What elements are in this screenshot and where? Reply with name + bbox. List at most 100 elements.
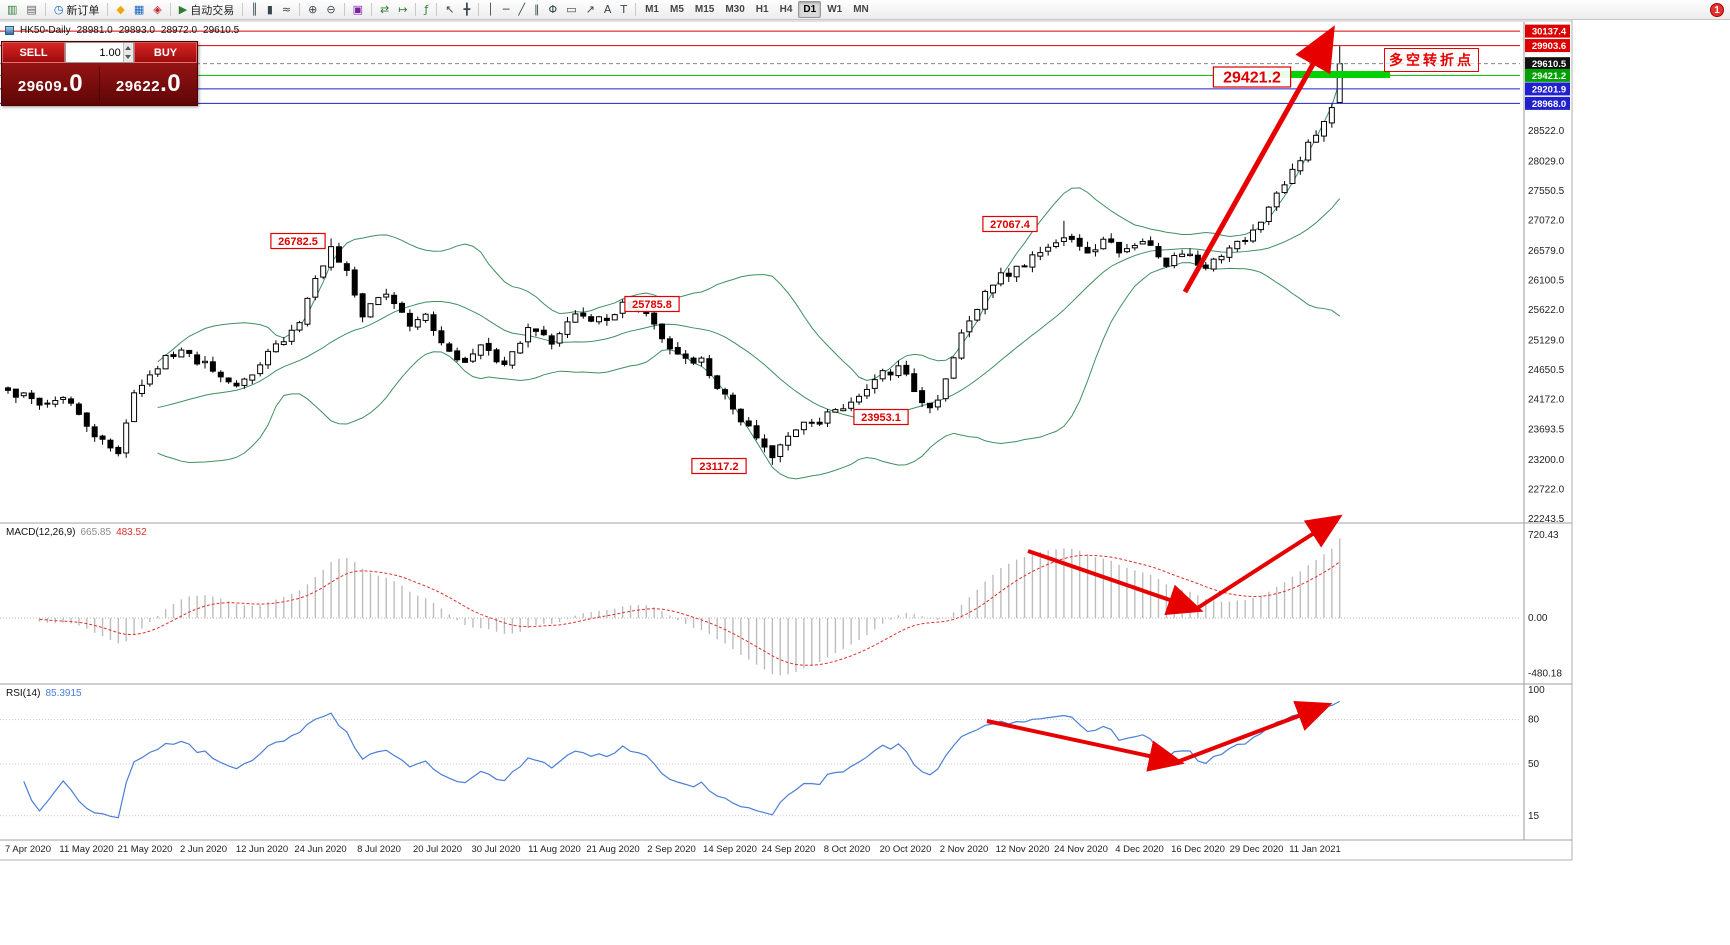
support-highlight-bar[interactable] (1268, 71, 1390, 78)
volume-decrease-button[interactable] (123, 52, 133, 62)
price-callout-box[interactable] (1212, 66, 1292, 88)
bollinger-middle-band (157, 198, 1341, 420)
cursor-icon[interactable]: ↖ (441, 1, 458, 18)
shapes-icon[interactable]: ▭ (562, 1, 580, 18)
terminal-icon-glyph: ▦ (133, 3, 145, 16)
trend-arrow-macd-2[interactable] (1194, 514, 1343, 611)
timeframe-h4[interactable]: H4 (779, 4, 793, 15)
zoom-in-icon-glyph: ⊕ (308, 3, 318, 16)
svg-text:27067.4: 27067.4 (990, 219, 1031, 231)
trend-arrow-main-0[interactable] (1182, 25, 1335, 294)
timeframe-m5[interactable]: M5 (669, 4, 684, 15)
timeframe-h1[interactable]: H1 (755, 4, 769, 15)
buy-price[interactable]: 29622.0 (115, 70, 182, 97)
channel-icon[interactable]: ∥ (530, 1, 544, 18)
macd-axis-label: -480.18 (1528, 668, 1562, 679)
timeframe-w1[interactable]: W1 (827, 4, 843, 15)
svg-text:29903.6: 29903.6 (1532, 41, 1566, 52)
terminal-icon[interactable]: ▦ (130, 1, 148, 18)
sell-price[interactable]: 29609.0 (17, 70, 84, 97)
svg-text:28029.0: 28029.0 (1528, 156, 1565, 167)
svg-text:24 Sep 2020: 24 Sep 2020 (762, 844, 816, 855)
swing-labels-layer: 26782.5 25785.8 23117.2 23953.1 27067.4 29421… (270, 66, 1292, 475)
auto-scroll-icon[interactable]: ⇄ (376, 1, 393, 18)
chart-shift-icon[interactable]: ↦ (394, 1, 411, 18)
crosshair-icon[interactable]: ╋ (460, 1, 475, 18)
autotrading-button[interactable]: ▶ 自动交易 (175, 1, 238, 18)
macd-axis-label: 720.43 (1528, 530, 1559, 541)
timeframe-m1[interactable]: M1 (645, 4, 659, 15)
text-tool-icon[interactable]: A (600, 1, 616, 18)
new-order-button[interactable]: ◷ 新订单 (50, 1, 104, 18)
trendline-icon[interactable]: ╱ (514, 1, 529, 18)
chart-profiles-icon[interactable]: ▤ (22, 1, 40, 18)
svg-text:23953.1: 23953.1 (861, 412, 901, 424)
trend-arrow-macd-1[interactable] (1027, 549, 1204, 615)
svg-text:14 Sep 2020: 14 Sep 2020 (703, 844, 757, 855)
new-chart-icon[interactable]: ▥ (3, 1, 21, 18)
sell-button[interactable]: SELL (2, 42, 65, 63)
label-tool-icon[interactable]: T (616, 1, 631, 18)
macd-header: MACD(12,26,9) 665.85 483.52 (6, 527, 147, 538)
arrows-tool-icon[interactable]: ↗ (582, 1, 599, 18)
new-order-button-label: 新订单 (66, 3, 100, 17)
svg-text:50: 50 (1528, 759, 1540, 770)
zoom-in-icon[interactable]: ⊕ (304, 1, 321, 18)
toolbar-separator (107, 3, 109, 16)
volume-spinner (122, 43, 133, 62)
buy-button[interactable]: BUY (134, 42, 197, 63)
trend-arrow-rsi-3[interactable] (986, 719, 1185, 772)
timeframe-mn[interactable]: MN (853, 4, 869, 15)
scale-marker (1525, 82, 1570, 96)
price-callout-box[interactable] (691, 457, 747, 475)
label-tool-icon-glyph: T (620, 3, 628, 16)
price-callout-box[interactable] (270, 232, 326, 250)
price-callout-box[interactable] (982, 215, 1038, 233)
indicators-icon[interactable]: ƒ (420, 1, 432, 18)
price-callout-box[interactable] (853, 408, 909, 426)
timeframe-d1[interactable]: D1 (798, 1, 822, 18)
volume-input[interactable] (66, 43, 123, 62)
svg-text:2 Jun 2020: 2 Jun 2020 (180, 844, 227, 855)
timeframe-m30[interactable]: M30 (725, 4, 745, 15)
quote-low: 28972.0 (160, 25, 198, 36)
zoom-out-icon[interactable]: ⊖ (322, 1, 339, 18)
svg-text:23693.5: 23693.5 (1528, 424, 1565, 435)
bars-chart-icon-glyph: ║ (251, 3, 258, 16)
svg-text:23200.0: 23200.0 (1528, 455, 1565, 466)
macd-axis-label: 0.00 (1528, 613, 1548, 624)
svg-text:100: 100 (1528, 685, 1545, 696)
candles-chart-icon[interactable]: ▮ (263, 1, 277, 18)
vertical-line-icon[interactable]: │ (483, 1, 498, 18)
trend-arrow-rsi-4[interactable] (1176, 700, 1333, 764)
macd-histogram (38, 538, 1341, 676)
line-chart-icon[interactable]: ≈ (278, 1, 295, 18)
history-center-icon[interactable]: ◈ (149, 1, 165, 18)
svg-text:29421.2: 29421.2 (1532, 71, 1566, 82)
macd-signal-line (39, 554, 1341, 666)
svg-text:21 Aug 2020: 21 Aug 2020 (586, 844, 639, 855)
autotrading-glyph: ▶ (178, 3, 188, 16)
timeframe-m15[interactable]: M15 (694, 4, 715, 15)
macd-signal-value: 483.52 (116, 527, 147, 538)
volume-field (65, 42, 134, 63)
fibonacci-icon[interactable]: Φ (545, 1, 562, 18)
scale-marker (1525, 24, 1570, 38)
new-order-glyph: ◷ (53, 3, 64, 16)
svg-text:20 Oct 2020: 20 Oct 2020 (880, 844, 932, 855)
svg-text:27550.5: 27550.5 (1528, 186, 1565, 197)
tile-windows-icon[interactable]: ▣ (349, 1, 367, 18)
svg-text:24 Jun 2020: 24 Jun 2020 (294, 844, 346, 855)
bars-chart-icon[interactable]: ║ (247, 1, 262, 18)
notification-badge[interactable]: 1 (1710, 3, 1724, 17)
price-callout-box[interactable] (624, 295, 680, 313)
svg-text:7 Apr 2020: 7 Apr 2020 (5, 844, 51, 855)
horizontal-line-icon[interactable]: ─ (499, 1, 514, 18)
volume-increase-button[interactable] (123, 43, 133, 53)
channel-icon-glyph: ∥ (534, 3, 540, 16)
svg-text:29610.5: 29610.5 (1532, 59, 1567, 70)
svg-text:80: 80 (1528, 715, 1540, 726)
metaeditor-icon[interactable]: ◆ (112, 1, 128, 18)
